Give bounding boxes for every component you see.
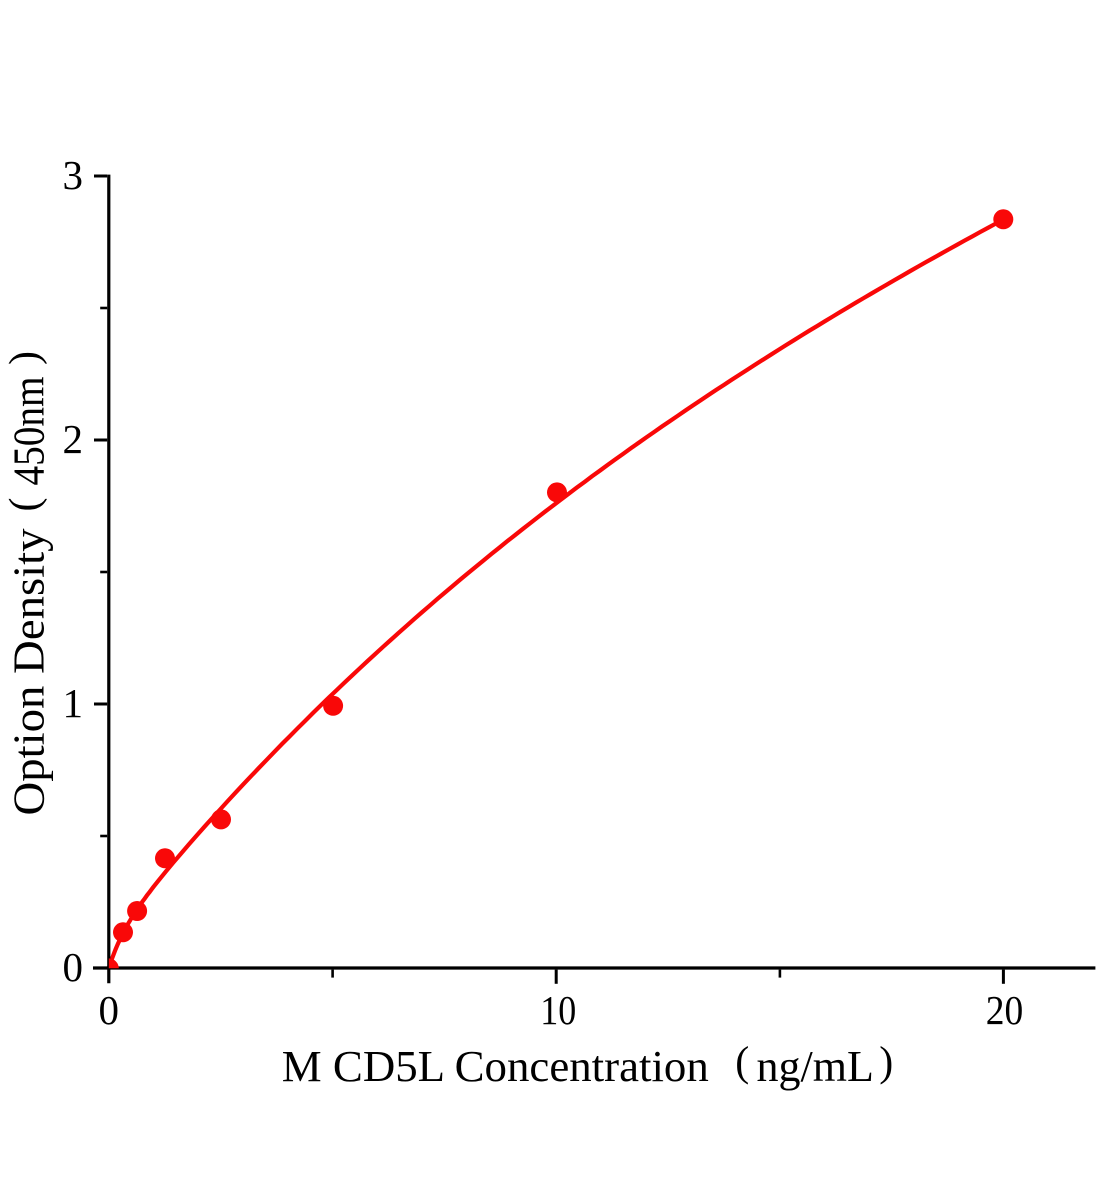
svg-text:0: 0 [98,987,119,1033]
svg-text:M CD5L Concentration: M CD5L Concentration [282,1042,709,1091]
svg-text:): ) [879,1039,893,1085]
svg-text:Option Density: Option Density [5,529,54,816]
svg-text:20: 20 [986,987,1024,1033]
svg-text:3: 3 [63,152,84,198]
svg-text:450nm: 450nm [5,377,54,486]
svg-text:1: 1 [63,680,84,726]
svg-text:ng/mL: ng/mL [757,1042,874,1091]
svg-text:): ) [2,351,48,365]
svg-text:2: 2 [63,416,84,462]
svg-text:10: 10 [540,987,576,1033]
svg-text:(: ( [2,498,48,512]
svg-text:(: ( [735,1039,749,1085]
svg-text:0: 0 [63,944,84,990]
